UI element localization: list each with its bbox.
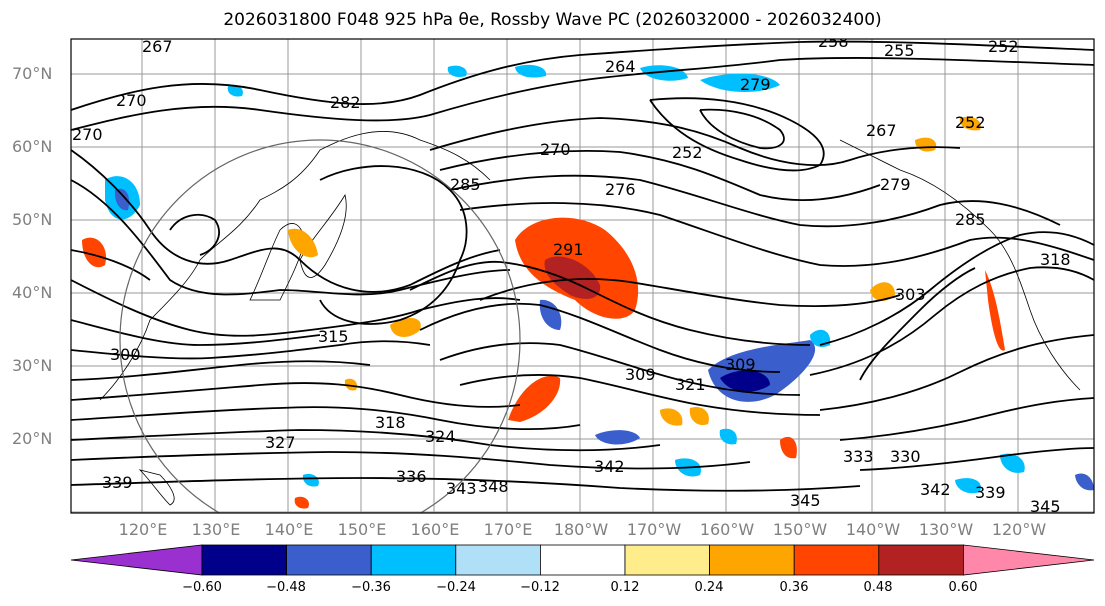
lat-label: 60°N	[12, 137, 53, 156]
colorbar-segment	[201, 544, 287, 576]
contour-label: 327	[265, 433, 296, 452]
anomaly-shading	[82, 64, 1094, 509]
colorbar-segment	[540, 544, 626, 576]
contour-label: 252	[988, 37, 1019, 56]
contour-label: 345	[1030, 497, 1061, 516]
colorbar-tick: −0.60	[182, 580, 222, 595]
contour-label: 318	[375, 413, 406, 432]
colorbar-segment	[793, 544, 880, 576]
colorbar-tick: −0.24	[436, 580, 476, 595]
contour-label: 255	[884, 41, 915, 60]
colorbar-segment	[878, 544, 964, 576]
lon-label: 160°W	[699, 520, 755, 539]
colorbar-segment	[709, 544, 795, 576]
theta-e-contours	[71, 40, 1094, 492]
contour-label: 343	[446, 479, 477, 498]
colorbar-segment	[370, 544, 457, 576]
lon-label: 180°W	[553, 520, 609, 539]
colorbar-segment	[624, 544, 710, 576]
colorbar-segment	[70, 544, 203, 576]
pc-region-circle	[119, 139, 521, 513]
lon-label: 120°E	[118, 520, 168, 539]
lon-label: 150°E	[337, 520, 387, 539]
lat-label: 70°N	[12, 64, 53, 83]
colorbar-tick: 0.24	[694, 580, 724, 595]
colorbar-tick: −0.12	[520, 580, 560, 595]
lon-label: 130°E	[191, 520, 241, 539]
contour-label: 336	[396, 467, 427, 486]
lon-label: 130°W	[918, 520, 974, 539]
contour-label: 276	[605, 180, 636, 199]
contour-label: 300	[110, 345, 141, 364]
lon-label: 170°E	[483, 520, 533, 539]
contour-label: 270	[116, 91, 147, 110]
colorbar-tick: −0.36	[351, 580, 391, 595]
lon-label: 150°W	[772, 520, 828, 539]
lon-label: 140°W	[845, 520, 901, 539]
contour-label: 342	[920, 480, 951, 499]
contour-label: 252	[672, 143, 703, 162]
contour-label: 345	[790, 491, 821, 510]
contour-label-group: 267 270 270 282 264 279 258 255 252 252 …	[72, 32, 1071, 516]
lat-label: 40°N	[12, 283, 53, 302]
lon-label: 170°W	[626, 520, 682, 539]
colorbar-segment	[286, 544, 372, 576]
contour-label: 270	[540, 140, 571, 159]
contour-label: 264	[605, 57, 636, 76]
contour-label: 267	[142, 37, 173, 56]
contour-label: 339	[102, 473, 133, 492]
contour-label: 279	[740, 75, 771, 94]
colorbar-segment	[455, 544, 541, 576]
colorbar-tick: 0.12	[610, 580, 640, 595]
contour-label: 342	[594, 457, 625, 476]
lat-label: 50°N	[12, 210, 53, 229]
contour-label: 339	[975, 483, 1006, 502]
contour-label: 252	[955, 113, 986, 132]
contour-label: 333	[843, 447, 874, 466]
contour-label: 324	[425, 427, 456, 446]
contour-label: 303	[895, 285, 926, 304]
contour-label: 291	[553, 240, 584, 259]
contour-label: 285	[955, 210, 986, 229]
contour-label: 321	[675, 375, 706, 394]
contour-label: 258	[818, 32, 849, 51]
contour-label: 309	[725, 355, 756, 374]
colorbar-segment	[963, 544, 1095, 576]
coastlines	[99, 131, 1081, 506]
contour-label: 285	[450, 175, 481, 194]
colorbar-tick: 0.48	[863, 580, 893, 595]
lat-label: 30°N	[12, 356, 53, 375]
colorbar-tick: 0.36	[779, 580, 809, 595]
lon-label: 140°E	[264, 520, 314, 539]
colorbar-tick: −0.48	[266, 580, 306, 595]
contour-label: 318	[1040, 250, 1071, 269]
map-title: 2026031800 F048 925 hPa θe, Rossby Wave …	[223, 10, 882, 30]
colorbar-tick: 0.60	[948, 580, 978, 595]
lat-label: 20°N	[12, 429, 53, 448]
contour-label: 309	[625, 365, 656, 384]
contour-label: 315	[318, 327, 349, 346]
colorbar	[70, 544, 1095, 576]
contour-label: 279	[880, 175, 911, 194]
contour-label: 270	[72, 125, 103, 144]
contour-label: 282	[330, 93, 361, 112]
lon-label: 160°E	[410, 520, 460, 539]
contour-label: 267	[866, 121, 897, 140]
lon-label: 120°W	[991, 520, 1047, 539]
contour-label: 330	[890, 447, 921, 466]
contour-label: 348	[478, 477, 509, 496]
